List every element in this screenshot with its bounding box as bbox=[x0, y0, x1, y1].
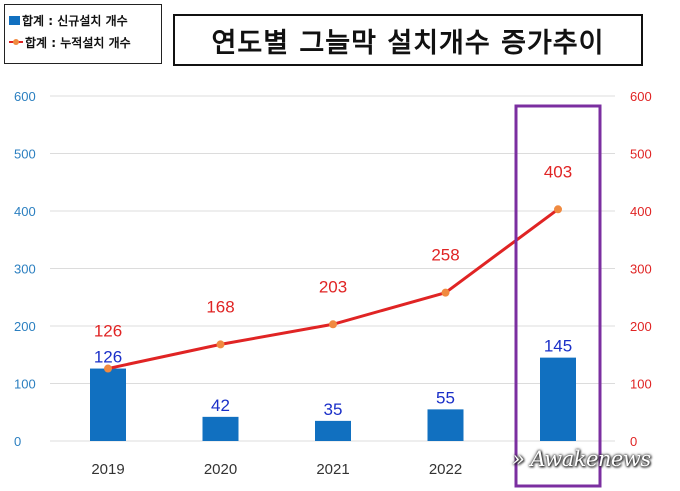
line-data-label: 168 bbox=[206, 297, 234, 316]
y-left-tick-label: 100 bbox=[14, 377, 36, 392]
x-tick-label: 2022 bbox=[429, 461, 462, 478]
y-left-tick-label: 0 bbox=[14, 434, 21, 449]
y-right-tick-label: 400 bbox=[630, 204, 652, 219]
y-right-tick-label: 100 bbox=[630, 377, 652, 392]
line-point bbox=[329, 320, 337, 329]
legend-item-new-installs: 합계 : 신규설치 개수 bbox=[9, 9, 161, 31]
line-data-label: 203 bbox=[319, 277, 347, 296]
bar bbox=[427, 409, 464, 441]
y-left-tick-label: 500 bbox=[14, 147, 36, 162]
x-tick-label: 2020 bbox=[204, 461, 237, 478]
line-point bbox=[104, 364, 112, 373]
bar-data-label: 55 bbox=[436, 388, 455, 407]
line-swatch-icon bbox=[9, 37, 23, 47]
bar-data-label: 145 bbox=[544, 337, 572, 356]
bar bbox=[202, 416, 239, 441]
bar-swatch-icon bbox=[9, 15, 20, 25]
legend-label-cumulative: 합계 : 누적설치 개수 bbox=[25, 35, 131, 50]
legend-label-new-installs: 합계 : 신규설치 개수 bbox=[22, 13, 128, 28]
bar-data-label: 35 bbox=[324, 400, 343, 419]
chart-title-box: 연도별 그늘막 설치개수 증가추이 bbox=[173, 14, 643, 66]
y-left-tick-label: 400 bbox=[14, 204, 36, 219]
highlight-box bbox=[514, 104, 602, 488]
bar bbox=[540, 357, 576, 441]
line-point bbox=[441, 288, 450, 297]
x-tick-label: 2021 bbox=[316, 461, 349, 478]
y-right-tick-label: 0 bbox=[630, 434, 637, 449]
bar-data-label: 126 bbox=[94, 348, 122, 367]
line-point bbox=[554, 205, 562, 214]
line-data-label: 126 bbox=[94, 322, 122, 341]
legend-item-cumulative: 합계 : 누적설치 개수 bbox=[9, 31, 161, 53]
bar bbox=[90, 368, 126, 441]
y-left-tick-label: 600 bbox=[14, 89, 36, 104]
watermark: » Awakenews bbox=[512, 447, 651, 471]
y-right-tick-label: 300 bbox=[630, 262, 652, 277]
line-data-label: 258 bbox=[431, 246, 459, 265]
legend: 합계 : 신규설치 개수 합계 : 누적설치 개수 bbox=[4, 4, 162, 64]
line-data-label: 403 bbox=[544, 162, 572, 181]
bar bbox=[315, 420, 351, 441]
line-point bbox=[216, 340, 225, 349]
y-left-tick-label: 300 bbox=[14, 262, 36, 277]
chart-title: 연도별 그늘막 설치개수 증가추이 bbox=[211, 27, 605, 59]
y-right-tick-label: 200 bbox=[630, 319, 652, 334]
y-left-tick-label: 200 bbox=[14, 319, 36, 334]
y-right-tick-label: 500 bbox=[630, 147, 652, 162]
y-right-tick-label: 600 bbox=[630, 89, 652, 104]
bar-data-label: 42 bbox=[211, 396, 230, 415]
x-tick-label: 2019 bbox=[91, 461, 124, 478]
